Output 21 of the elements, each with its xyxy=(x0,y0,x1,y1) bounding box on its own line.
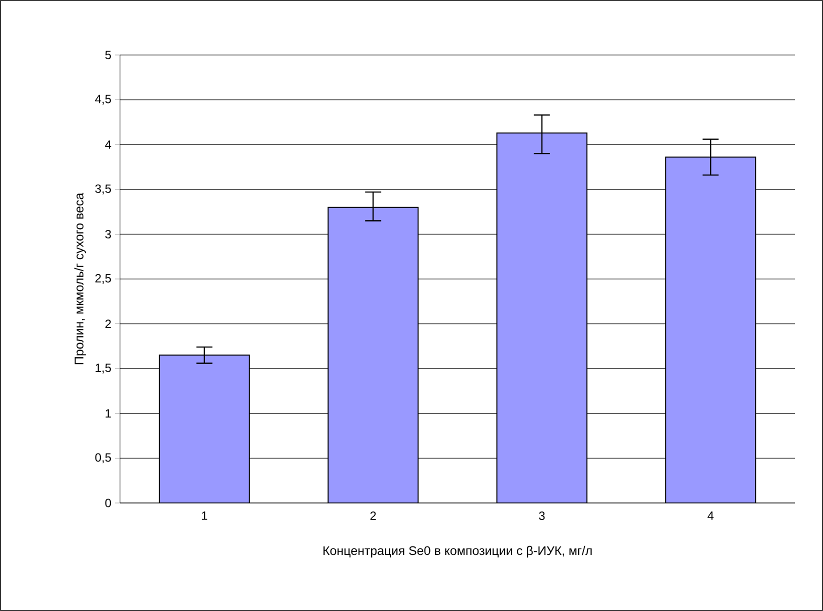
y-tick-label: 2 xyxy=(105,320,111,328)
bar xyxy=(496,132,588,503)
y-tick-label: 1,5 xyxy=(96,364,111,374)
y-tick-label: 0 xyxy=(105,498,112,508)
bar xyxy=(158,354,250,503)
y-tick-label: 0,5 xyxy=(95,453,111,464)
x-axis-title: Концентрация Se0 в композиции с β-ИУК, мг/л xyxy=(324,546,592,558)
bar xyxy=(665,156,756,503)
y-tick-label: 5 xyxy=(105,50,111,60)
y-tick-label: 4 xyxy=(105,140,112,149)
y-tick-label: 3,5 xyxy=(95,184,111,194)
y-tick-label: 1 xyxy=(106,409,111,418)
y-tick-label: 2,5 xyxy=(95,274,111,284)
x-tick-label: 2 xyxy=(370,512,376,520)
x-tick-label: 1 xyxy=(202,512,208,520)
y-tick-label: 3 xyxy=(105,230,111,238)
y-axis-title: Пролин, мкмоль/г сухого веса xyxy=(74,192,86,364)
x-tick-label: 4 xyxy=(708,512,714,520)
bar xyxy=(328,206,419,503)
x-tick-label: 3 xyxy=(538,512,545,520)
y-tick-label: 4,5 xyxy=(95,94,111,105)
